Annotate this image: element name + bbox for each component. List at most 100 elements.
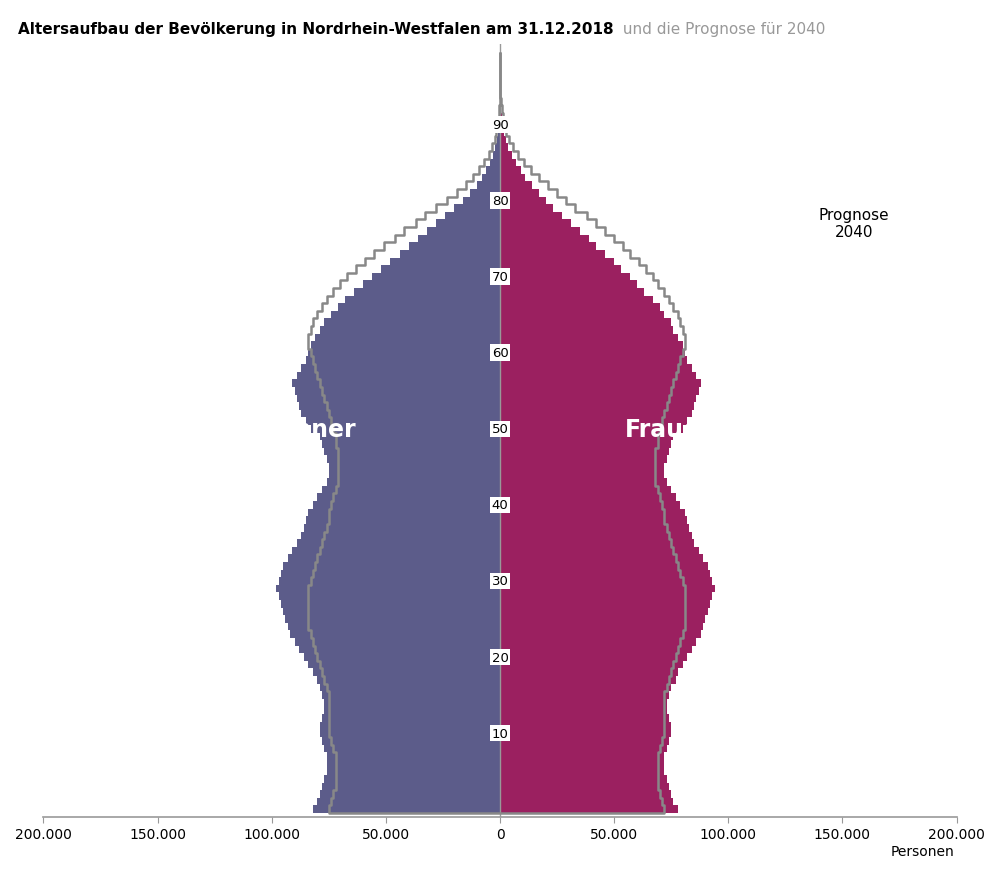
Bar [500,144,508,152]
Bar [500,524,689,532]
Bar [500,806,678,813]
Bar [500,669,678,676]
Bar [320,433,500,441]
Bar [500,608,708,615]
Bar [497,136,500,144]
Bar [297,372,500,380]
Bar [500,661,683,669]
Bar [500,106,501,114]
Bar [500,554,703,562]
Bar [400,250,500,258]
Bar [324,745,500,753]
Bar [500,700,667,706]
Bar [500,122,503,129]
Bar [500,349,685,357]
Bar [311,342,500,349]
Bar [490,159,500,167]
Bar [299,646,500,653]
Bar [500,737,669,745]
Bar [324,700,500,706]
Bar [500,281,637,289]
Bar [500,547,699,554]
Bar [308,661,500,669]
Bar [500,471,664,479]
Bar [324,775,500,783]
Bar [500,250,605,258]
Text: Altersaufbau der Bevölkerung in Nordrhein-Westfalen am 31.12.2018: Altersaufbau der Bevölkerung in Nordrhei… [18,22,614,36]
Bar [500,714,669,722]
Bar [276,585,500,593]
Bar [500,327,673,335]
Bar [500,167,521,175]
Bar [500,722,671,730]
Bar [500,319,671,327]
Bar [301,365,500,372]
Bar [500,357,687,365]
Bar [500,706,667,714]
Bar [306,418,500,426]
Bar [500,311,664,319]
Bar [500,798,673,806]
Bar [500,372,696,380]
Bar [327,753,500,760]
Bar [500,388,699,395]
Bar [322,487,500,494]
Bar [301,410,500,418]
Bar [500,365,692,372]
Bar [297,395,500,402]
Bar [290,631,500,639]
Text: 20: 20 [492,651,508,664]
Bar [454,205,500,213]
Bar [427,228,500,235]
Bar [500,760,664,767]
Bar [324,706,500,714]
Text: 90: 90 [492,119,508,132]
Bar [279,593,500,600]
Bar [500,570,710,578]
Bar [500,578,712,585]
Bar [500,129,504,136]
Bar [317,494,500,501]
Text: 50: 50 [492,423,508,435]
Bar [363,281,500,289]
Bar [500,402,694,410]
Bar [281,570,500,578]
Bar [354,289,500,296]
Bar [500,266,621,274]
Bar [500,600,710,608]
Bar [500,631,701,639]
Bar [313,669,500,676]
Bar [320,684,500,692]
Bar [292,380,500,388]
Bar [500,540,694,547]
Bar [285,615,500,623]
Bar [500,456,667,463]
Bar [486,167,500,175]
Bar [315,335,500,342]
Bar [311,426,500,433]
Bar [313,806,500,813]
Bar [500,380,701,388]
Bar [327,760,500,767]
Bar [372,274,500,281]
Bar [500,745,667,753]
Bar [500,775,667,783]
Bar [500,653,687,661]
Bar [317,676,500,684]
Bar [436,220,500,228]
Bar [500,479,667,487]
Bar [500,562,708,570]
Bar [500,205,553,213]
Bar [295,388,500,395]
Text: Personen: Personen [891,844,954,858]
Bar [500,501,680,509]
Bar [329,471,500,479]
Bar [493,152,500,159]
Bar [322,441,500,448]
Bar [500,646,692,653]
Bar [500,342,683,349]
Text: und die Prognose für 2040: und die Prognose für 2040 [618,22,825,36]
Bar [500,487,671,494]
Bar [500,692,669,700]
Bar [329,463,500,471]
